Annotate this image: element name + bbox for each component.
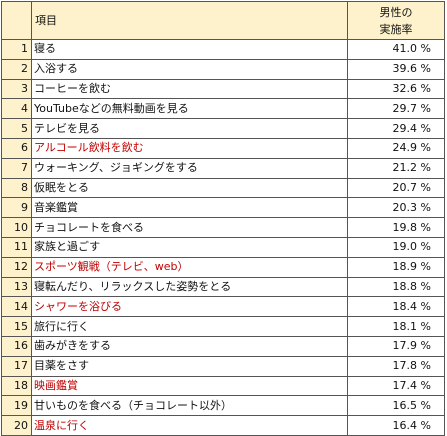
rank-cell: 14 — [1, 296, 32, 318]
rank-cell: 9 — [1, 197, 32, 219]
rank-cell: 20 — [1, 415, 32, 436]
rank-cell: 10 — [1, 217, 32, 238]
item-cell: 目薬をさす — [31, 355, 348, 377]
table-row: 1 寝る 41.0 % — [1, 39, 445, 60]
table-row: 9 音楽鑑賞 20.3 % — [1, 197, 445, 219]
item-cell: コーヒーを飲む — [31, 78, 348, 100]
value-cell: 39.6 % — [347, 58, 445, 80]
value-cell: 17.9 % — [347, 335, 445, 357]
rank-cell: 3 — [1, 78, 32, 100]
value-cell: 24.9 % — [347, 137, 445, 159]
rank-cell: 13 — [1, 276, 32, 298]
item-cell: 寝る — [31, 39, 348, 60]
value-cell: 18.8 % — [347, 276, 445, 298]
rank-cell: 4 — [1, 98, 32, 120]
value-cell: 20.3 % — [347, 197, 445, 219]
header-value-cell: 男性の 実施率 — [347, 1, 445, 40]
table-row: 6 アルコール飲料を飲む 24.9 % — [1, 137, 445, 159]
item-cell: テレビを見る — [31, 118, 348, 139]
value-cell: 20.7 % — [347, 177, 445, 199]
value-cell: 19.8 % — [347, 217, 445, 238]
header-value-label-line2: 実施率 — [379, 23, 413, 36]
rank-cell: 15 — [1, 316, 32, 337]
table-row: 11 家族と過ごす 19.0 % — [1, 236, 445, 258]
rank-cell: 18 — [1, 375, 32, 397]
value-cell: 29.7 % — [347, 98, 445, 120]
value-cell: 18.1 % — [347, 316, 445, 337]
value-cell: 17.4 % — [347, 375, 445, 397]
value-cell: 32.6 % — [347, 78, 445, 100]
value-cell: 16.5 % — [347, 395, 445, 417]
item-cell: YouTubeなどの無料動画を見る — [31, 98, 348, 120]
item-cell: 甘いものを食べる（チョコレート以外） — [31, 395, 348, 417]
item-cell: 映画鑑賞 — [31, 375, 348, 397]
value-cell: 16.4 % — [347, 415, 445, 436]
item-cell: 歯みがきをする — [31, 335, 348, 357]
table-row: 18 映画鑑賞 17.4 % — [1, 375, 445, 397]
table-row: 8 仮眠をとる 20.7 % — [1, 177, 445, 199]
rank-cell: 6 — [1, 137, 32, 159]
table-row: 4 YouTubeなどの無料動画を見る 29.7 % — [1, 98, 445, 120]
rank-cell: 1 — [1, 39, 32, 60]
value-cell: 21.2 % — [347, 157, 445, 179]
table-row: 3 コーヒーを飲む 32.6 % — [1, 78, 445, 100]
item-cell: アルコール飲料を飲む — [31, 137, 348, 159]
value-cell: 29.4 % — [347, 118, 445, 139]
value-cell: 41.0 % — [347, 39, 445, 60]
table-row: 15 旅行に行く 18.1 % — [1, 316, 445, 337]
value-cell: 19.0 % — [347, 236, 445, 258]
header-item-label: 項目 — [35, 13, 57, 27]
item-cell: スポーツ観戦（テレビ、web） — [31, 256, 348, 278]
table-row: 17 目薬をさす 17.8 % — [1, 355, 445, 377]
rank-cell: 8 — [1, 177, 32, 199]
table-row: 13 寝転んだり、リラックスした姿勢をとる 18.8 % — [1, 276, 445, 298]
table-row: 7 ウォーキング、ジョギングをする 21.2 % — [1, 157, 445, 179]
rank-cell: 2 — [1, 58, 32, 80]
table-row: 5 テレビを見る 29.4 % — [1, 118, 445, 139]
table-row: 10 チョコレートを食べる 19.8 % — [1, 217, 445, 238]
item-cell: 温泉に行く — [31, 415, 348, 436]
table-row: 20 温泉に行く 16.4 % — [1, 415, 445, 436]
table-row: 12 スポーツ観戦（テレビ、web） 18.9 % — [1, 256, 445, 278]
rank-cell: 7 — [1, 157, 32, 179]
item-cell: チョコレートを食べる — [31, 217, 348, 238]
value-cell: 18.9 % — [347, 256, 445, 278]
item-cell: 家族と過ごす — [31, 236, 348, 258]
item-cell: シャワーを浴びる — [31, 296, 348, 318]
item-cell: 入浴する — [31, 58, 348, 80]
rank-cell: 16 — [1, 335, 32, 357]
item-cell: 音楽鑑賞 — [31, 197, 348, 219]
header-row: 項目 男性の実施率 — [1, 1, 445, 40]
rank-cell: 11 — [1, 236, 32, 258]
rank-cell: 19 — [1, 395, 32, 417]
table-row: 2 入浴する 39.6 % — [1, 58, 445, 80]
item-cell: 寝転んだり、リラックスした姿勢をとる — [31, 276, 348, 298]
rank-cell: 5 — [1, 118, 32, 139]
table-row: 14 シャワーを浴びる 18.4 % — [1, 296, 445, 318]
rank-cell: 12 — [1, 256, 32, 278]
value-cell: 17.8 % — [347, 355, 445, 377]
value-cell: 18.4 % — [347, 296, 445, 318]
rank-cell: 17 — [1, 355, 32, 377]
header-item-cell: 項目 — [31, 1, 348, 40]
table-row: 16 歯みがきをする 17.9 % — [1, 335, 445, 357]
header-rank-cell — [1, 1, 32, 40]
item-cell: ウォーキング、ジョギングをする — [31, 157, 348, 179]
table-row: 19 甘いものを食べる（チョコレート以外） 16.5 % — [1, 395, 445, 417]
header-value-label-line1: 男性の — [379, 6, 413, 19]
item-cell: 旅行に行く — [31, 316, 348, 337]
item-cell: 仮眠をとる — [31, 177, 348, 199]
